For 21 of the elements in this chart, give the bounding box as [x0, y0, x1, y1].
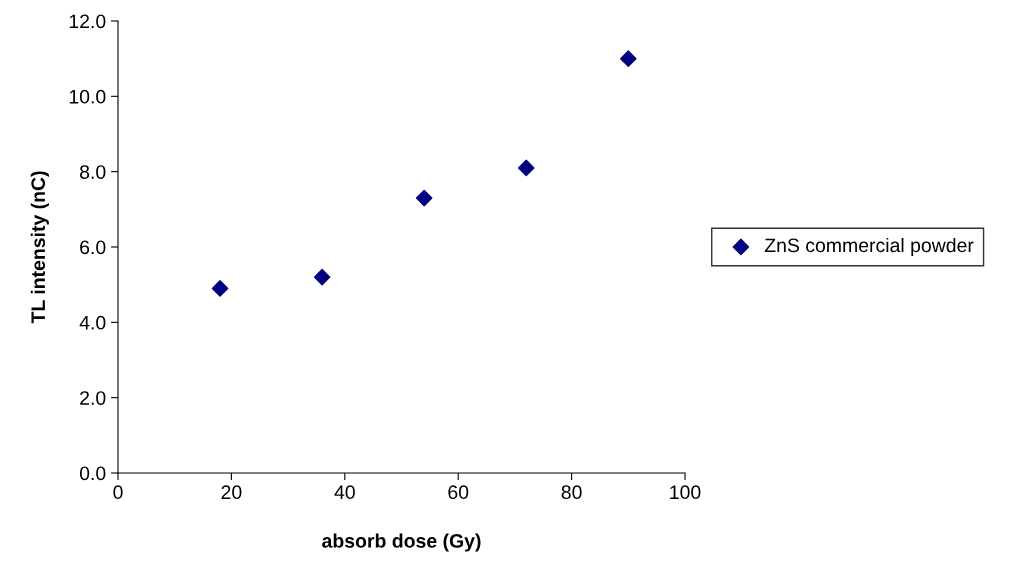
x-axis-title: absorb dose (Gy) — [322, 533, 481, 552]
x-tick-label: 40 — [334, 485, 355, 500]
y-tick-label: 8.0 — [80, 165, 106, 179]
y-tick-label: 0.0 — [79, 466, 106, 481]
y-tick-label: 10.0 — [69, 89, 106, 104]
x-tick-label: 20 — [221, 485, 242, 500]
point — [211, 280, 229, 297]
x-tick-label: 0 — [113, 485, 123, 500]
point — [517, 159, 535, 177]
y-tick-label: 4.0 — [79, 315, 106, 330]
x-tick-label: 100 — [670, 485, 701, 500]
x-tick-label: 80 — [561, 485, 582, 500]
point — [619, 50, 637, 67]
y-tick-label: 2.0 — [80, 391, 106, 405]
y-tick-label: 6.0 — [80, 240, 106, 255]
legend-label: ZnS commercial powder — [764, 237, 974, 257]
point — [313, 268, 331, 286]
y-axis-title: TL intensity (nC) — [30, 171, 49, 324]
y-tick-label: 12.0 — [69, 14, 106, 29]
x-tick-label: 60 — [448, 485, 469, 500]
point — [415, 189, 433, 207]
